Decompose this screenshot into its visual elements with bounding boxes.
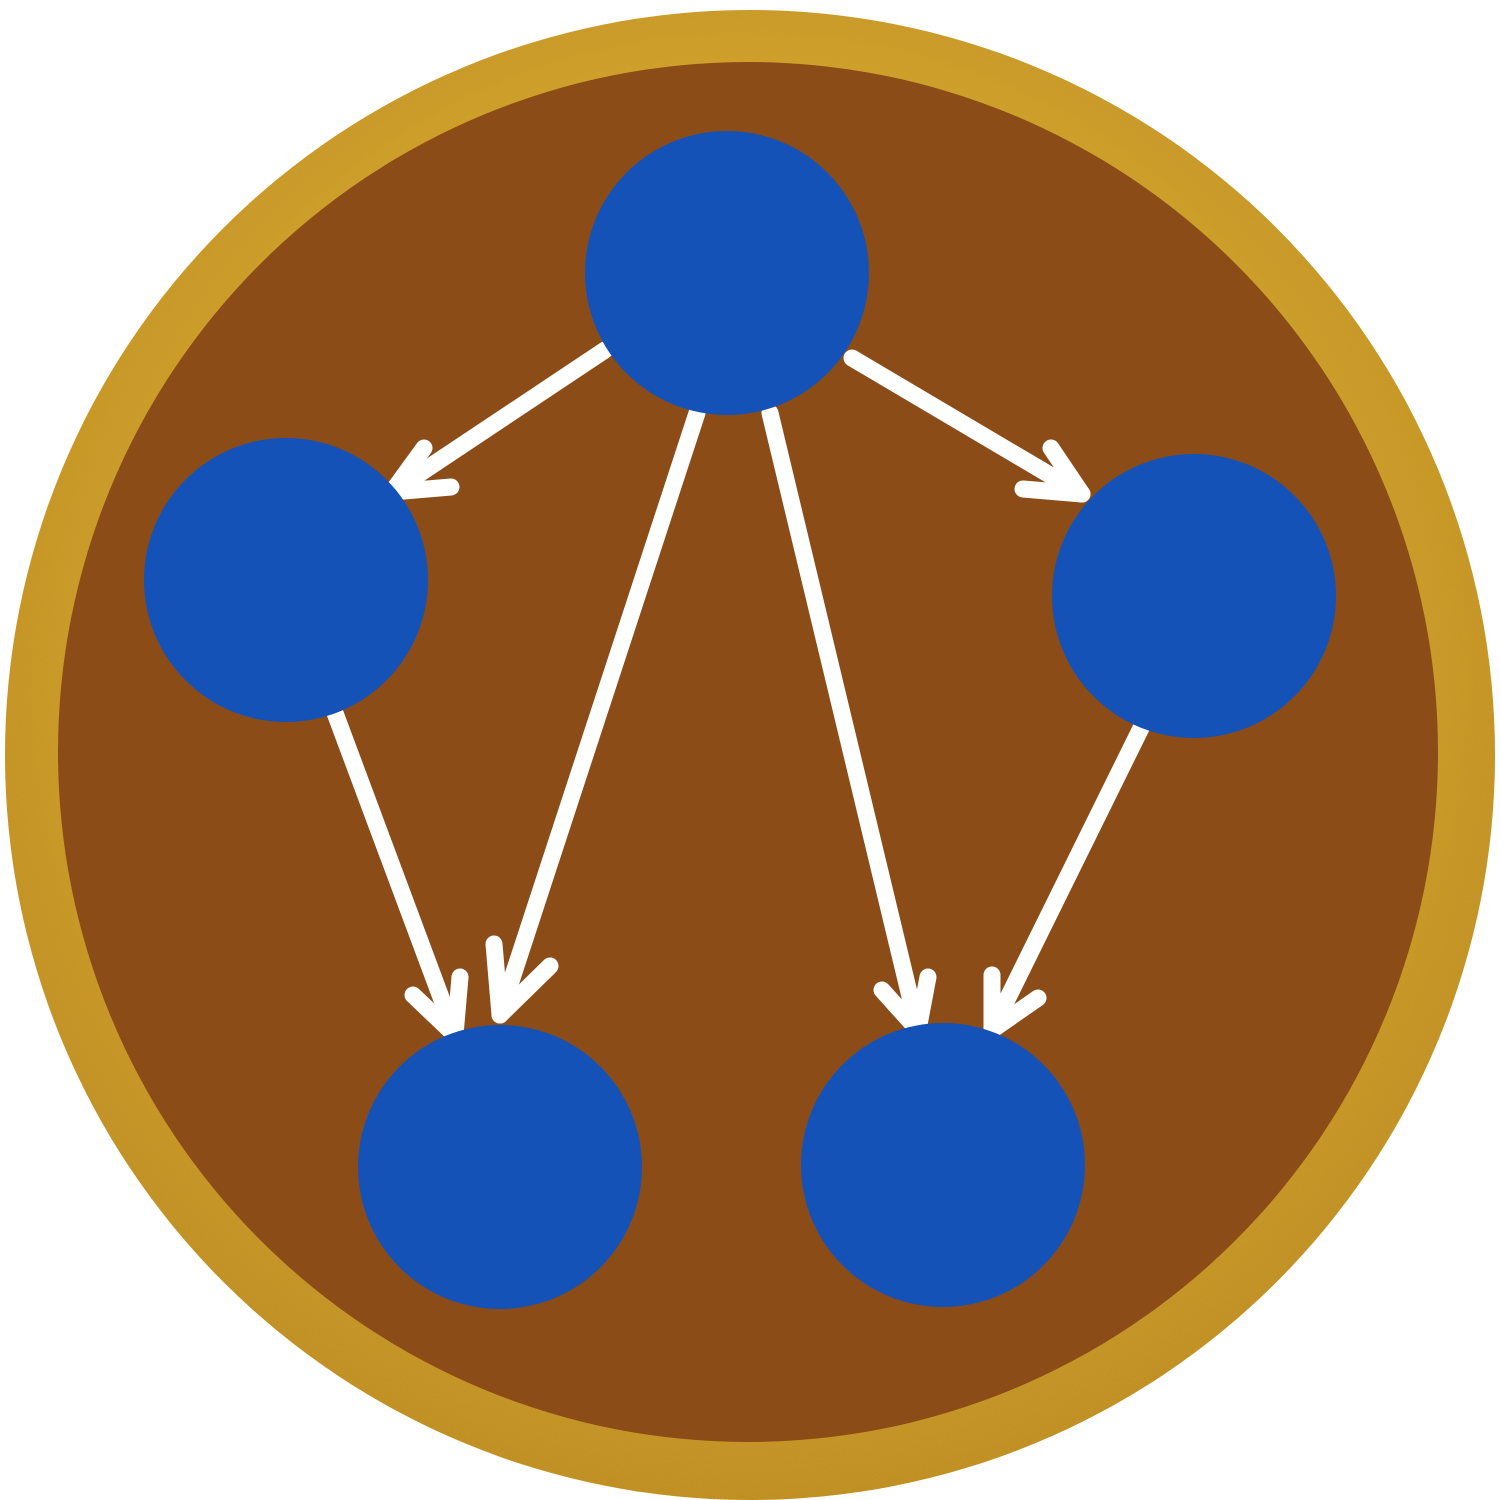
edge-arrow <box>485 404 706 1024</box>
graph-node-bottom-left <box>358 1025 642 1309</box>
graph-node-right <box>1052 454 1336 738</box>
edges-layer <box>326 341 1154 1044</box>
nodes-layer <box>144 131 1336 1309</box>
graph-node-bottom-right <box>801 1023 1085 1307</box>
edge-arrow <box>983 711 1154 1039</box>
edge-arrow <box>843 349 1091 503</box>
graph-node-left <box>144 438 428 722</box>
graph-node-top <box>585 131 869 415</box>
